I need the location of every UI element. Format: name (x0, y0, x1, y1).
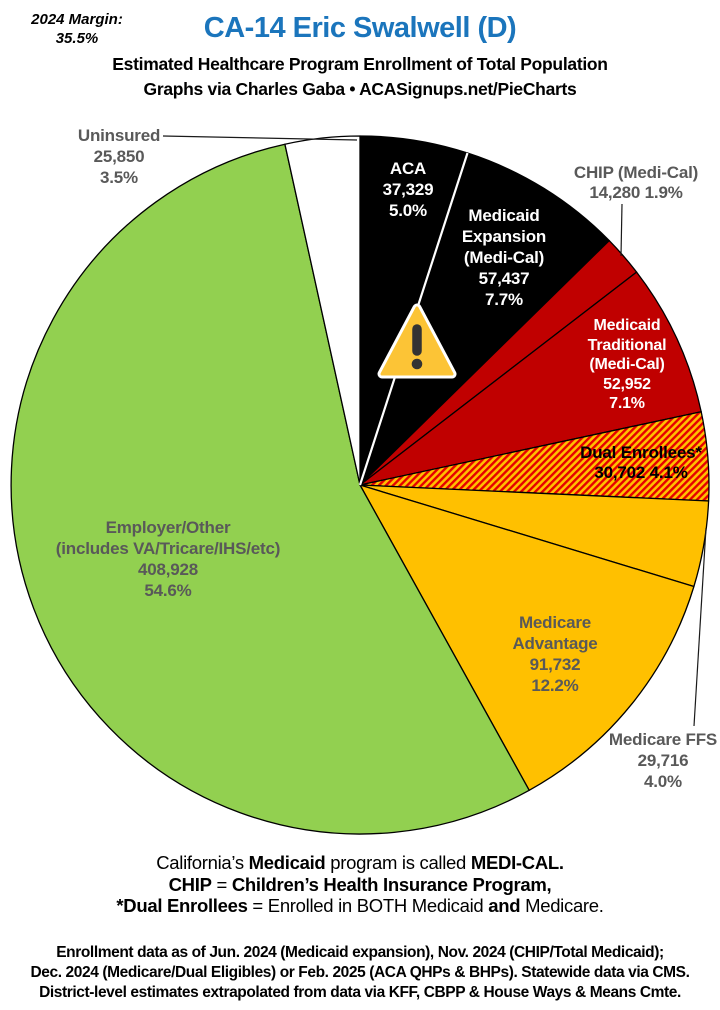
data-source-line: District-level estimates extrapolated fr… (39, 984, 681, 1001)
pie-slice-medicare_advantage (359, 484, 695, 791)
leader-line-chip (620, 203, 623, 257)
chart-subtitle: Estimated Healthcare Program Enrollment … (112, 54, 608, 74)
data-source-note: Enrollment data as of Jun. 2024 (Medicai… (0, 943, 720, 1003)
pie-chart-svg (10, 135, 710, 835)
margin-note-value: 35.5% (55, 30, 99, 47)
slice-label-uninsured: Uninsured 25,850 3.5% (77, 125, 161, 187)
slice-label-medicaid_traditional: Medicaid Traditional (Medi-Cal) 52,952 7.1% (587, 317, 667, 413)
slice-label-chip: CHIP (Medi-Cal) 14,280 1.9% (573, 163, 699, 202)
slice-label-employer: Employer/Other (includes VA/Tricare/IHS/e… (55, 517, 281, 600)
definitions-note-line: CHIP = Children’s Health Insurance Progr… (168, 873, 552, 895)
pie-chart: ACA 37,329 5.0% Medicaid Expansion (Medi-Cal)… (10, 125, 718, 835)
pie-slice-employer (10, 143, 530, 835)
pie-slice-medicaid_expansion (359, 152, 610, 486)
leader-line-medicare-ffs (693, 527, 707, 727)
data-source-line: Dec. 2024 (Medicare/Dual Eligibles) or F… (30, 964, 690, 981)
leader-line-uninsured (162, 135, 358, 141)
data-source-line: Enrollment data as of Jun. 2024 (Medicai… (56, 944, 664, 961)
definitions-note: California’s Medicaid program is called … (0, 852, 720, 917)
margin-note-label: 2024 Margin: (31, 11, 123, 28)
margin-note: 2024 Margin: 35.5% (12, 10, 142, 48)
pie-slices-group (10, 135, 710, 835)
pie-slice-medicaid_traditional (359, 271, 702, 486)
slice-label-dual: Dual Enrollees* 30,702 4.1% (580, 443, 702, 482)
slice-label-medicare_ffs: Medicare FFS 29,716 4.0% (608, 729, 718, 791)
definitions-note-line: California’s Medicaid program is called … (156, 852, 564, 873)
pie-slice-uninsured (284, 135, 361, 486)
chart-byline: Graphs via Charles Gaba • ACASignups.net… (143, 79, 577, 99)
slice-label-medicaid_expansion: Medicaid Expansion (Medi-Cal) 57,437 7.7% (461, 205, 547, 309)
slice-label-medicare_advantage: Medicare Advantage 91,732 12.2% (512, 612, 598, 695)
leader-lines (162, 135, 707, 727)
page-title: CA-14 Eric Swalwell (D) (203, 12, 517, 44)
warning-icon (377, 303, 457, 379)
slice-label-aca: ACA 37,329 5.0% (382, 158, 434, 220)
definitions-note-line: *Dual Enrollees = Enrolled in BOTH Medic… (116, 895, 604, 916)
